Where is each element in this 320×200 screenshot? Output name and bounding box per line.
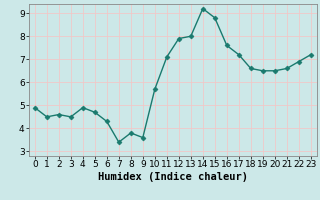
X-axis label: Humidex (Indice chaleur): Humidex (Indice chaleur) xyxy=(98,172,248,182)
